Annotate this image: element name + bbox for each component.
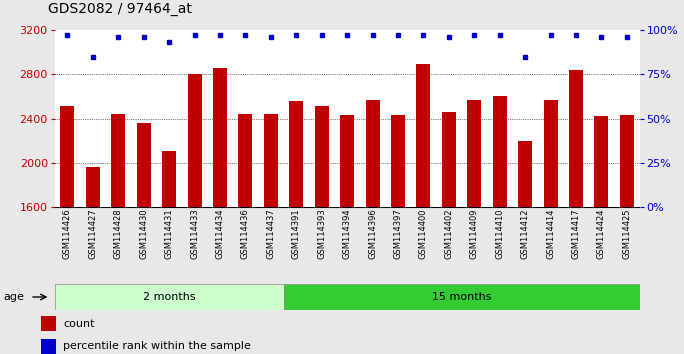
Bar bbox=[264, 114, 278, 207]
Bar bbox=[620, 115, 634, 207]
Text: GSM114424: GSM114424 bbox=[597, 209, 606, 259]
Text: GDS2082 / 97464_at: GDS2082 / 97464_at bbox=[48, 2, 192, 16]
Text: GSM114410: GSM114410 bbox=[495, 209, 504, 259]
Bar bbox=[365, 100, 380, 207]
Bar bbox=[239, 114, 252, 207]
Bar bbox=[569, 70, 583, 207]
Text: GSM114430: GSM114430 bbox=[140, 209, 148, 259]
Bar bbox=[518, 141, 532, 207]
Bar bbox=[60, 107, 75, 207]
Text: GSM114417: GSM114417 bbox=[571, 209, 581, 259]
Text: GSM114436: GSM114436 bbox=[241, 209, 250, 259]
Bar bbox=[340, 115, 354, 207]
Text: GSM114402: GSM114402 bbox=[445, 209, 453, 259]
Bar bbox=[86, 167, 100, 207]
Text: percentile rank within the sample: percentile rank within the sample bbox=[63, 341, 251, 352]
Bar bbox=[41, 316, 56, 331]
Text: GSM114412: GSM114412 bbox=[521, 209, 529, 259]
Bar bbox=[55, 284, 284, 310]
Bar bbox=[467, 100, 482, 207]
Text: GSM114437: GSM114437 bbox=[266, 209, 276, 259]
Text: GSM114426: GSM114426 bbox=[63, 209, 72, 259]
Bar bbox=[137, 123, 150, 207]
Text: GSM114431: GSM114431 bbox=[165, 209, 174, 259]
Text: GSM114425: GSM114425 bbox=[622, 209, 631, 259]
Bar bbox=[284, 284, 640, 310]
Bar bbox=[391, 115, 405, 207]
Text: GSM114400: GSM114400 bbox=[419, 209, 428, 259]
Text: age: age bbox=[3, 292, 25, 302]
Text: 15 months: 15 months bbox=[432, 292, 491, 302]
Bar bbox=[187, 74, 202, 207]
Text: GSM114409: GSM114409 bbox=[470, 209, 479, 259]
Bar bbox=[417, 64, 430, 207]
Text: GSM114433: GSM114433 bbox=[190, 209, 199, 259]
Bar bbox=[492, 96, 507, 207]
Text: GSM114396: GSM114396 bbox=[368, 209, 377, 259]
Bar bbox=[41, 339, 56, 354]
Text: GSM114393: GSM114393 bbox=[317, 209, 326, 259]
Text: count: count bbox=[63, 319, 95, 329]
Text: GSM114397: GSM114397 bbox=[393, 209, 402, 259]
Bar bbox=[594, 116, 608, 207]
Bar bbox=[315, 107, 329, 207]
Bar bbox=[289, 101, 303, 207]
Text: GSM114434: GSM114434 bbox=[215, 209, 224, 259]
Bar bbox=[213, 68, 227, 207]
Text: GSM114394: GSM114394 bbox=[343, 209, 352, 259]
Text: GSM114391: GSM114391 bbox=[292, 209, 301, 259]
Bar bbox=[544, 100, 557, 207]
Bar bbox=[111, 114, 125, 207]
Text: GSM114428: GSM114428 bbox=[114, 209, 123, 259]
Bar bbox=[162, 151, 176, 207]
Bar bbox=[442, 112, 456, 207]
Text: GSM114427: GSM114427 bbox=[88, 209, 97, 259]
Text: 2 months: 2 months bbox=[143, 292, 196, 302]
Text: GSM114414: GSM114414 bbox=[546, 209, 555, 259]
